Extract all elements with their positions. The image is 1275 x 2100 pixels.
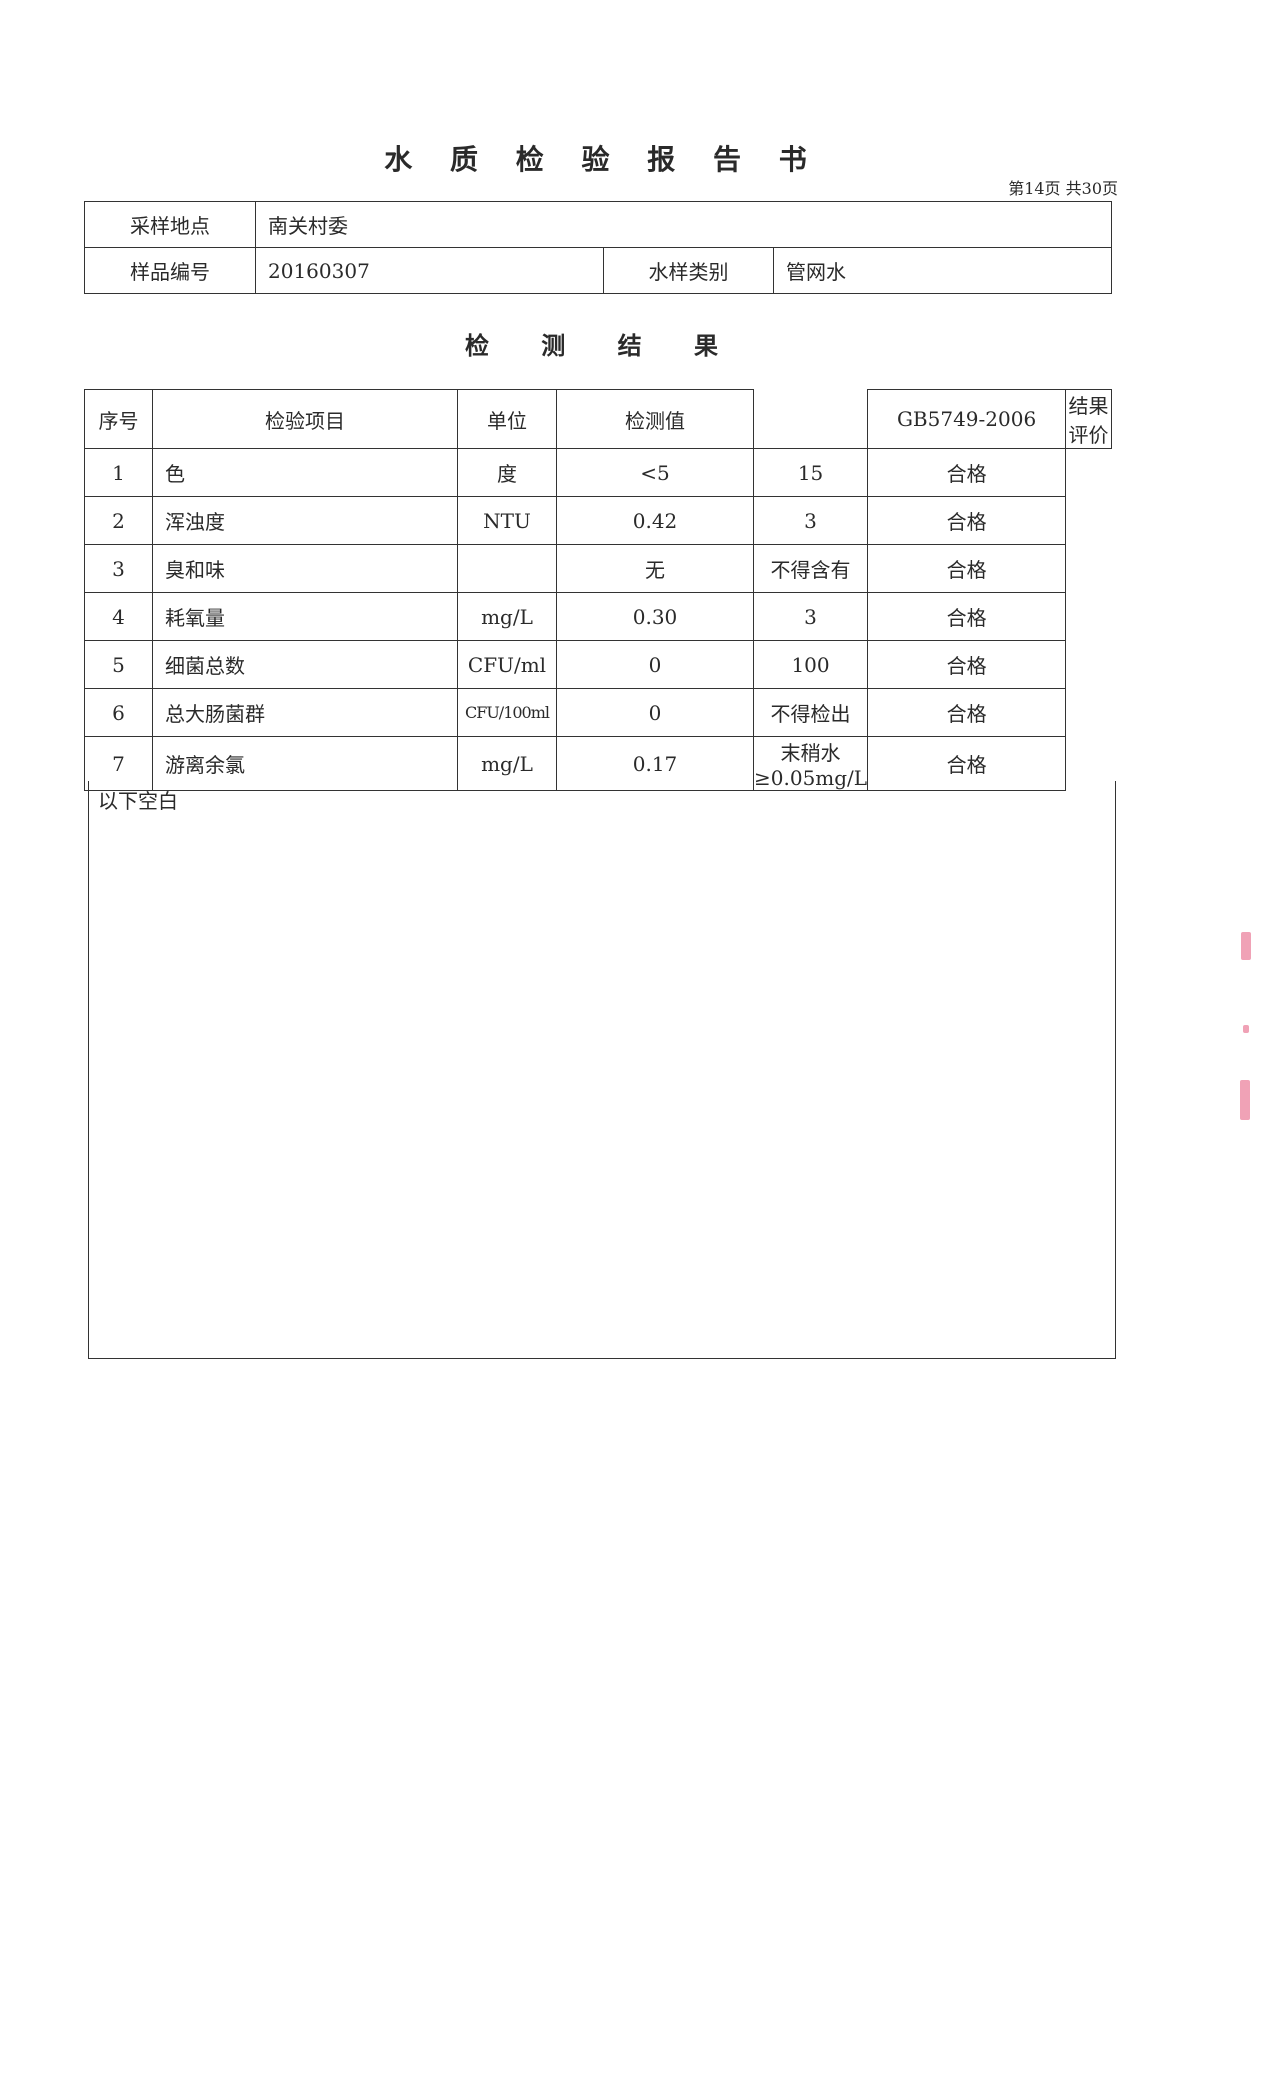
- cell-unit: NTU: [457, 496, 557, 545]
- sample-no-label: 样品编号: [84, 247, 256, 294]
- report-title: 水 质 检 验 报 告 书: [384, 143, 821, 176]
- stamp-mark: [1243, 1025, 1249, 1033]
- table-row: 4 耗氧量 mg/L 0.30 3 合格: [84, 592, 1112, 641]
- cell-value: 0.17: [556, 736, 754, 791]
- cell-verdict: 合格: [867, 688, 1067, 737]
- location-value: 南关村委: [255, 201, 1112, 248]
- table-row: 2 浑浊度 NTU 0.42 3 合格: [84, 496, 1112, 545]
- cell-item: 耗氧量: [152, 592, 458, 641]
- cell-verdict: 合格: [867, 592, 1067, 641]
- cell-value: 0.42: [556, 496, 754, 545]
- cell-verdict: 合格: [867, 448, 1067, 497]
- cell-item: 色: [152, 448, 458, 497]
- header-unit: 单位: [457, 389, 557, 449]
- cell-standard: 3: [752, 592, 869, 641]
- header-verdict: 结果评价: [1065, 389, 1112, 449]
- sample-row: 样品编号 20160307 水样类别 管网水: [84, 247, 1112, 294]
- cell-standard: 不得检出: [752, 688, 869, 737]
- stamp-mark: [1240, 1080, 1250, 1120]
- blank-note: 以下空白: [98, 789, 178, 813]
- blank-area: [88, 781, 1116, 1359]
- stamp-mark: [1241, 932, 1251, 960]
- cell-no: 7: [84, 736, 153, 791]
- water-type-value: 管网水: [773, 247, 1112, 294]
- cell-value: 0: [556, 688, 754, 737]
- cell-standard: 3: [752, 496, 869, 545]
- cell-standard: 不得含有: [752, 544, 869, 593]
- cell-item: 臭和味: [152, 544, 458, 593]
- cell-unit: mg/L: [457, 592, 557, 641]
- page-number: 第14页 共30页: [1008, 179, 1118, 198]
- water-type-label: 水样类别: [603, 247, 774, 294]
- cell-no: 6: [84, 688, 153, 737]
- cell-unit: CFU/100ml: [457, 688, 557, 737]
- cell-standard: 100: [752, 640, 869, 689]
- cell-no: 1: [84, 448, 153, 497]
- cell-no: 5: [84, 640, 153, 689]
- cell-no: 4: [84, 592, 153, 641]
- cell-unit: [457, 544, 557, 593]
- table-row: 5 细菌总数 CFU/ml 0 100 合格: [84, 640, 1112, 689]
- cell-value: 0.30: [556, 592, 754, 641]
- cell-standard: 末稍水≥0.05mg/L: [752, 736, 869, 791]
- section-title: 检 测 结 果: [464, 332, 741, 360]
- cell-verdict: 合格: [867, 736, 1067, 791]
- column-gap: [752, 389, 869, 449]
- header-standard: GB5749-2006: [867, 389, 1067, 449]
- sample-info-table: 采样地点 南关村委 样品编号 20160307 水样类别 管网水: [84, 201, 1112, 294]
- header-value: 检测值: [556, 389, 754, 449]
- cell-value: 无: [556, 544, 754, 593]
- cell-value: 0: [556, 640, 754, 689]
- cell-verdict: 合格: [867, 544, 1067, 593]
- header-no: 序号: [84, 389, 153, 449]
- cell-value: <5: [556, 448, 754, 497]
- table-row: 7 游离余氯 mg/L 0.17 末稍水≥0.05mg/L 合格: [84, 736, 1112, 791]
- cell-no: 2: [84, 496, 153, 545]
- header-item: 检验项目: [152, 389, 458, 449]
- cell-verdict: 合格: [867, 496, 1067, 545]
- cell-item: 细菌总数: [152, 640, 458, 689]
- table-row: 1 色度 <5 15 合格: [84, 448, 1112, 497]
- cell-item: 总大肠菌群: [152, 688, 458, 737]
- cell-unit: CFU/ml: [457, 640, 557, 689]
- cell-item: 游离余氯: [152, 736, 458, 791]
- location-label: 采样地点: [84, 201, 256, 248]
- table-header: 序号 检验项目 单位 检测值 GB5749-2006 结果评价: [84, 389, 1112, 449]
- cell-unit: 度: [457, 448, 557, 497]
- cell-standard: 15: [752, 448, 869, 497]
- sample-no-value: 20160307: [255, 247, 604, 294]
- cell-verdict: 合格: [867, 640, 1067, 689]
- table-row: 3 臭和味 无不得含有 合格: [84, 544, 1112, 593]
- results-table: 序号 检验项目 单位 检测值 GB5749-2006 结果评价 1 色度 <5 15 合…: [84, 389, 1112, 791]
- location-row: 采样地点 南关村委: [84, 201, 1112, 248]
- cell-no: 3: [84, 544, 153, 593]
- cell-item: 浑浊度: [152, 496, 458, 545]
- table-row: 6 总大肠菌群 CFU/100ml 0 不得检出 合格: [84, 688, 1112, 737]
